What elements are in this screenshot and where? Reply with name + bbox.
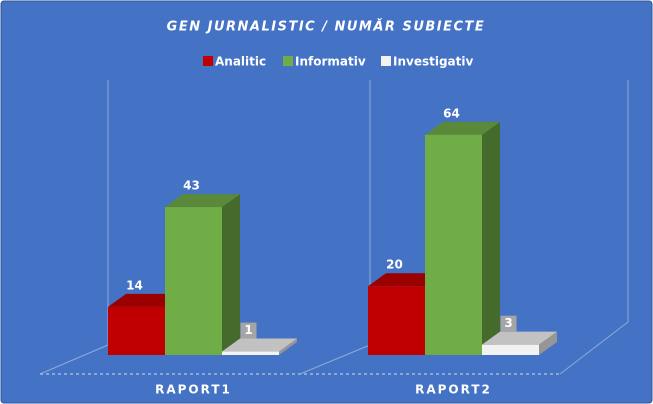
legend-label: Informativ <box>295 55 366 69</box>
bar-side <box>482 121 500 355</box>
value-label: 1 <box>244 323 252 337</box>
value-label: 14 <box>126 278 143 292</box>
bar <box>482 331 557 355</box>
bar-front <box>368 286 425 355</box>
bar <box>425 121 500 355</box>
bar-top <box>222 338 297 352</box>
bar-front <box>482 344 539 355</box>
bar-front <box>222 351 279 355</box>
value-label: 43 <box>183 179 200 193</box>
legend-swatch <box>203 56 213 66</box>
legend-label: Analitic <box>215 55 266 69</box>
bar-side <box>279 338 297 355</box>
bar <box>222 338 297 355</box>
bar <box>165 194 240 355</box>
bar-front <box>108 306 165 355</box>
x-tick-label: RAPORT2 <box>415 383 492 397</box>
value-label: 64 <box>443 106 460 120</box>
bar-front <box>165 207 222 355</box>
legend-swatch <box>283 56 293 66</box>
bar-top <box>425 121 500 135</box>
bar-front <box>425 134 482 355</box>
chart-title: GEN JURNALISTIC / NUMĂR SUBIECTE <box>167 19 486 35</box>
value-label-box <box>500 315 517 332</box>
walls <box>39 80 629 375</box>
x-tick-label: RAPORT1 <box>155 383 232 397</box>
bar-side <box>222 194 240 355</box>
value-label: 20 <box>386 258 403 272</box>
value-label-box <box>240 322 257 339</box>
bar-side <box>539 331 557 355</box>
bar-top <box>368 273 443 287</box>
bar-top <box>165 194 240 208</box>
legend-label: Investigativ <box>393 55 473 69</box>
bar-top <box>482 331 557 345</box>
value-label: 3 <box>504 316 512 330</box>
bar-top <box>108 293 183 307</box>
legend-swatch <box>381 56 391 66</box>
